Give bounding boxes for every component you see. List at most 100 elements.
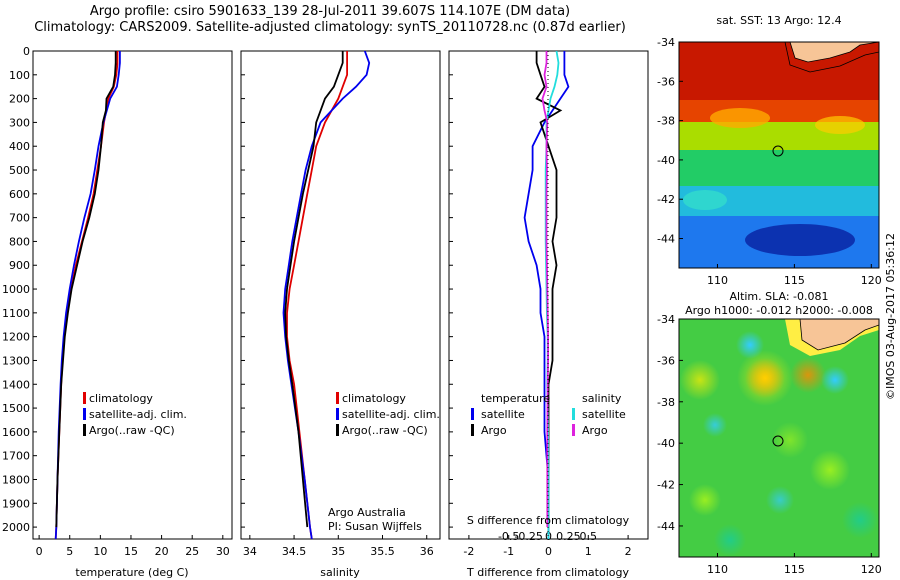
depth-tick-label: 1100: [2, 307, 30, 320]
x-tick-label: 35.5: [370, 545, 395, 558]
lat-tick-label: -44: [657, 520, 675, 533]
depth-tick-label: 1200: [2, 331, 30, 344]
top-x-tick-label: 0.25: [556, 530, 581, 543]
legend-swatch-satellite: [336, 408, 339, 420]
depth-tick-label: 200: [9, 93, 30, 106]
legend-swatch-climatology: [83, 392, 86, 404]
legend-label-argo: Argo(..raw -QC): [89, 424, 175, 437]
depth-tick-label: 0: [23, 45, 30, 58]
lat-tick-label: -44: [657, 233, 675, 246]
legend-label-satellite: satellite-adj. clim.: [342, 408, 440, 421]
legend-label-satellite: satellite-adj. clim.: [89, 408, 187, 421]
depth-tick-label: 100: [9, 69, 30, 82]
lon-tick-label: 115: [784, 563, 805, 576]
lon-tick-label: 110: [707, 563, 728, 576]
depth-tick-label: 1700: [2, 450, 30, 463]
difference-xlabel: T difference from climatology: [466, 566, 629, 579]
depth-tick-label: 1600: [2, 426, 30, 439]
legend-swatch-s-satellite: [572, 408, 575, 420]
sla-map-subtitle: Argo h1000: -0.012 h2000: -0.008: [685, 304, 873, 317]
salinity-xlabel: salinity: [320, 566, 360, 579]
x-tick-label: 36: [420, 545, 434, 558]
depth-tick-label: 2000: [2, 521, 30, 534]
lat-tick-label: -42: [657, 193, 675, 206]
salinity-axes-frame: [240, 50, 441, 540]
x-tick-label: 20: [155, 545, 169, 558]
top-x-tick-label: -0.25: [514, 530, 542, 543]
series-line-temperature-argo: [535, 51, 563, 528]
x-tick-label: 5: [66, 545, 73, 558]
legend-label-climatology: climatology: [89, 392, 153, 405]
lat-tick-label: -40: [657, 154, 675, 167]
series-line-argo-raw-qc: [284, 51, 344, 528]
legend-label-t-argo: Argo: [481, 424, 507, 437]
sst-argo-location-marker: [772, 145, 784, 157]
depth-tick-label: 300: [9, 116, 30, 129]
x-tick-label: 0: [545, 545, 552, 558]
sla-map-frame: [678, 318, 880, 558]
top-x-tick-label: -0.5: [498, 530, 519, 543]
sla-map-field: [679, 319, 879, 557]
legend-heading-temperature: temperature: [481, 392, 550, 405]
legend-label-s-argo: Argo: [582, 424, 608, 437]
series-line-salinity-argo: [541, 51, 549, 528]
lat-tick-label: -38: [657, 396, 675, 409]
figure-title-line-2: Climatology: CARS2009. Satellite-adjuste…: [34, 20, 626, 35]
depth-tick-label: 1000: [2, 283, 30, 296]
x-tick-label: 2: [625, 545, 632, 558]
legend-label-climatology: climatology: [342, 392, 406, 405]
x-tick-label: -2: [463, 545, 474, 558]
x-tick-label: 30: [216, 545, 230, 558]
temperature-xlabel: temperature (deg C): [75, 566, 188, 579]
difference-top-xlabel: S difference from climatology: [467, 514, 630, 527]
lat-tick-label: -40: [657, 437, 675, 450]
lon-tick-label: 115: [784, 274, 805, 287]
sla-map-panel: -34 -36 -38 -40 -42 -44 110 115 120: [657, 313, 882, 576]
series-line-argo-raw-qc: [55, 51, 117, 528]
temperature-legend: climatology satellite-adj. clim. Argo(..…: [83, 392, 187, 437]
lon-tick-label: 110: [707, 274, 728, 287]
difference-legend: temperature satellite Argo salinity sate…: [471, 392, 626, 437]
x-tick-label: 1: [585, 545, 592, 558]
legend-swatch-s-argo: [572, 424, 575, 436]
x-tick-label: 34: [243, 545, 257, 558]
legend-label-s-satellite: satellite: [582, 408, 626, 421]
annotation-pi: PI: Susan Wijffels: [328, 520, 422, 533]
figure-title-line-1: Argo profile: csiro 5901633_139 28-Jul-2…: [89, 4, 571, 19]
lat-tick-label: -36: [657, 75, 675, 88]
sst-map-title: sat. SST: 13 Argo: 12.4: [716, 14, 842, 27]
legend-label-t-satellite: satellite: [481, 408, 525, 421]
lon-tick-label: 120: [861, 274, 882, 287]
sla-map-title: Altim. SLA: -0.081: [729, 290, 829, 303]
legend-swatch-argo: [83, 424, 86, 436]
temperature-panel: 0100200300400500600700800900100011001200…: [2, 45, 233, 579]
depth-tick-label: 1300: [2, 354, 30, 367]
legend-heading-salinity: salinity: [582, 392, 622, 405]
lat-tick-label: -34: [657, 36, 675, 49]
depth-tick-label: 1400: [2, 378, 30, 391]
x-tick-label: 0: [36, 545, 43, 558]
x-tick-label: 34.5: [282, 545, 307, 558]
temperature-axes-frame: [32, 50, 233, 540]
x-tick-label: -1: [503, 545, 514, 558]
series-line-temperature-satellite: [523, 51, 570, 539]
x-tick-label: 10: [93, 545, 107, 558]
sst-map-field: [679, 42, 879, 268]
x-tick-label: 35: [331, 545, 345, 558]
lat-tick-label: -42: [657, 479, 675, 492]
legend-swatch-t-argo: [471, 424, 474, 436]
sla-argo-location-marker: [772, 435, 784, 447]
depth-tick-label: 700: [9, 212, 30, 225]
lat-tick-label: -36: [657, 354, 675, 367]
legend-swatch-argo: [336, 424, 339, 436]
depth-tick-label: 500: [9, 164, 30, 177]
salinity-legend: climatology satellite-adj. clim. Argo(..…: [336, 392, 440, 437]
sst-map-panel: -34 -36 -38 -40 -42 -44 110 115 120: [657, 36, 882, 287]
lat-tick-label: -38: [657, 115, 675, 128]
x-tick-label: 15: [124, 545, 138, 558]
series-line-climatology: [286, 51, 349, 539]
depth-tick-label: 1800: [2, 473, 30, 486]
difference-panel: -2 -1 0 1 2-0.5-0.25 0 0.250.5 S difference fr…: [448, 50, 649, 579]
depth-tick-label: 400: [9, 140, 30, 153]
imos-watermark: ©IMOS 03-Aug-2017 05:36:12: [884, 233, 897, 400]
